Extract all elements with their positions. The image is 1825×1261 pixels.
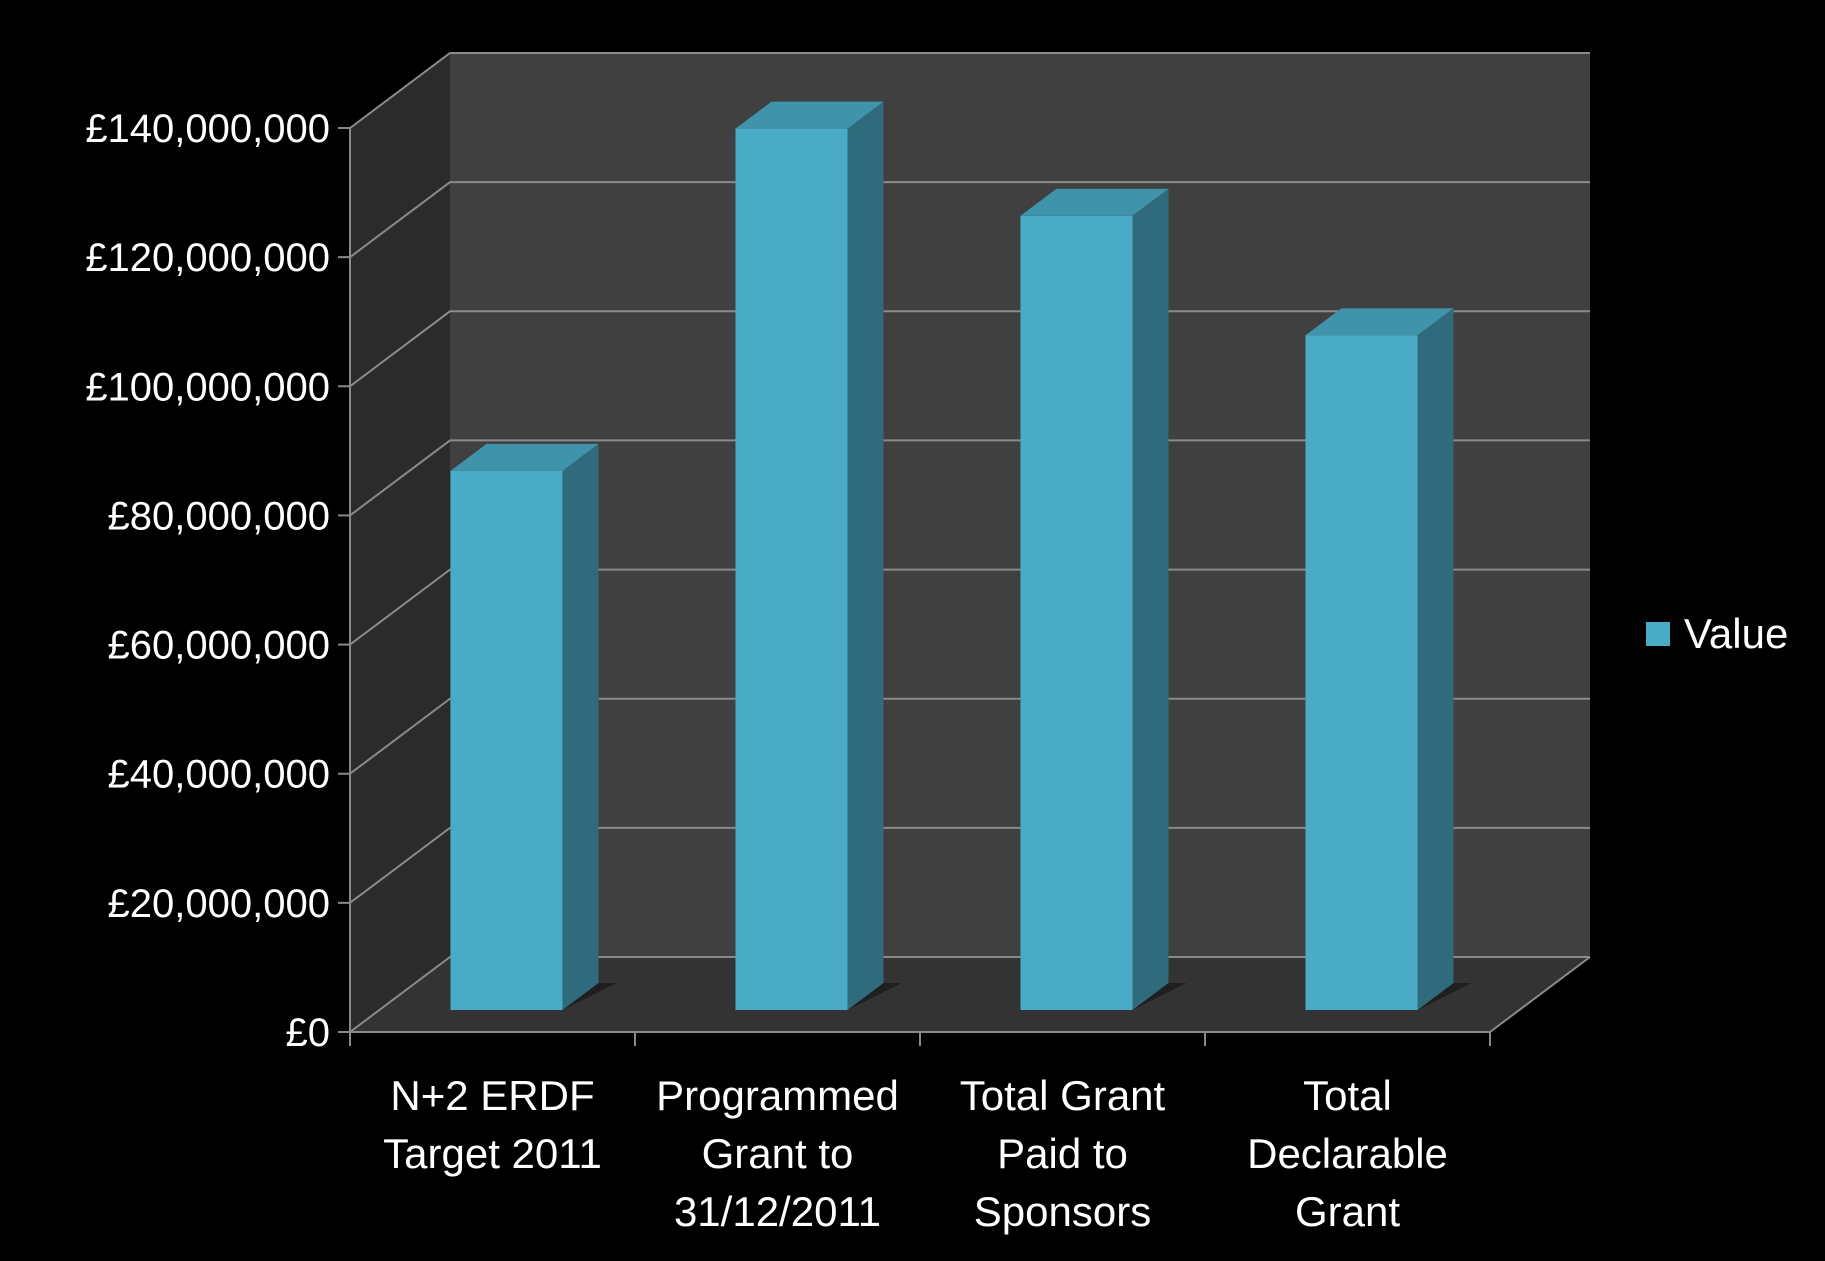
y-tick-label: £40,000,000: [108, 753, 330, 797]
x-category-label: Programmed Grant to 31/12/2011: [656, 1072, 899, 1235]
bar-side: [562, 443, 599, 1010]
y-tick-label: £120,000,000: [85, 236, 330, 280]
bar-top: [735, 101, 884, 129]
gridline: [349, 697, 1590, 775]
bar-top: [1305, 308, 1454, 336]
x-category-label: Total Grant Paid to Sponsors: [960, 1072, 1166, 1235]
bar-top: [1020, 188, 1169, 216]
y-tick-label: £20,000,000: [108, 882, 330, 926]
x-category-label: N+2 ERDF Target 2011: [383, 1072, 602, 1177]
bar-top: [450, 443, 599, 471]
x-category-label: Total Declarable Grant: [1247, 1072, 1448, 1235]
gridline: [349, 568, 1590, 646]
bar-front: [450, 470, 563, 1010]
bar: [735, 101, 902, 1011]
side-wall: [350, 53, 450, 1032]
bar: [1305, 308, 1472, 1010]
floor-edge: [1489, 956, 1591, 1033]
y-tick-label: £80,000,000: [108, 494, 330, 538]
chart-walls: [350, 53, 1590, 1032]
bar-side: [847, 101, 884, 1011]
floor: [350, 957, 1590, 1032]
y-tick-label: £100,000,000: [85, 365, 330, 409]
y-tick-label: £0: [286, 1011, 331, 1055]
gridline: [349, 181, 1590, 258]
y-tick-label: £140,000,000: [85, 107, 330, 151]
bar-side: [1417, 308, 1454, 1010]
legend-label-value: Value: [1684, 610, 1788, 657]
gridline: [349, 52, 1590, 129]
bar-front: [1020, 215, 1133, 1010]
bar-front: [1305, 335, 1418, 1010]
x-axis: N+2 ERDF Target 2011 Programmed Grant to 31/…: [349, 1031, 1491, 1235]
bar: [1020, 188, 1187, 1010]
legend: Value: [1646, 610, 1788, 657]
gridline: [349, 956, 1590, 1033]
gridline: [349, 826, 1590, 904]
y-axis: £0 £20,000,000 £40,000,000 £60,000,000 £80,0…: [85, 107, 351, 1055]
bar: [450, 443, 617, 1010]
gridline: [349, 439, 1590, 517]
gridline: [349, 310, 1590, 388]
bar-side: [1132, 188, 1169, 1010]
bars: [450, 101, 1472, 1011]
gridlines: [349, 52, 1591, 1033]
bar-front: [735, 128, 848, 1011]
y-tick-label: £60,000,000: [108, 624, 330, 668]
legend-swatch: [1646, 622, 1670, 646]
